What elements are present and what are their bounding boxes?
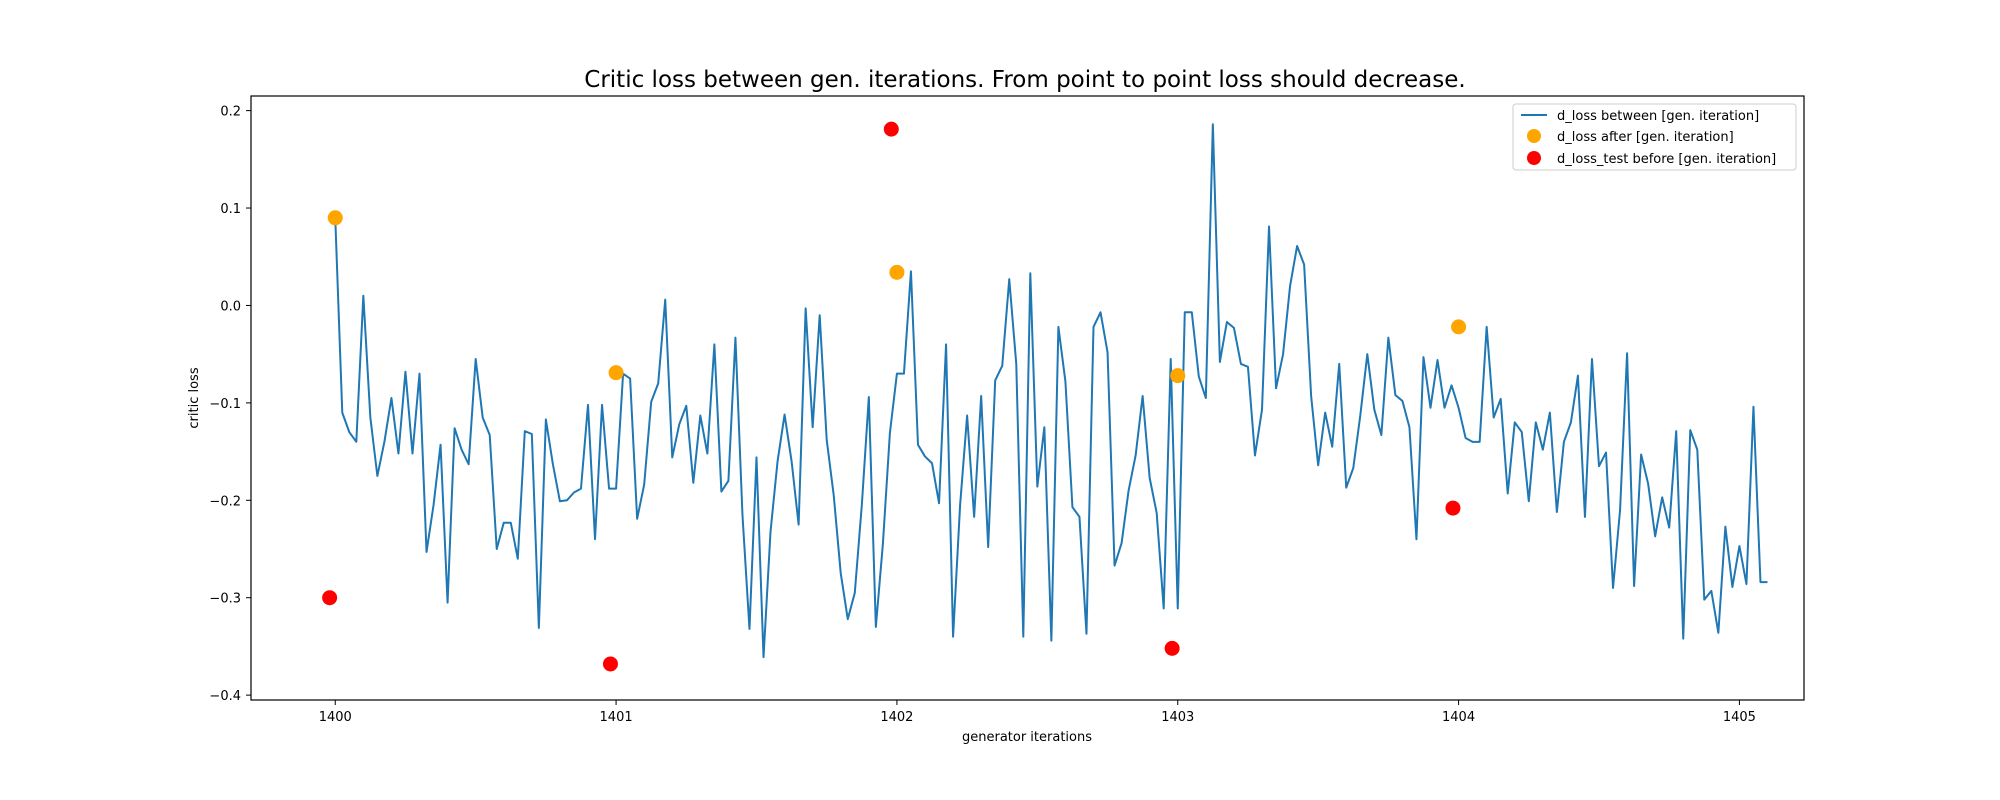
x-axis-label: generator iterations — [962, 730, 1092, 745]
scatter-point-d-loss-test-before — [602, 656, 618, 672]
x-tick-label: 1405 — [1723, 710, 1756, 725]
x-tick-label: 1404 — [1442, 710, 1475, 725]
plot-area — [322, 121, 1768, 672]
line-series-layer — [334, 123, 1768, 659]
axes-frame — [250, 95, 1805, 701]
scatter-point-d-loss-after — [608, 365, 624, 381]
y-tick-label: −0.2 — [209, 494, 241, 509]
y-tick-label: −0.4 — [209, 689, 241, 704]
y-tick-label: 0.1 — [220, 202, 241, 217]
scatter-point-d-loss-test-before — [883, 121, 899, 137]
scatter-point-d-loss-test-before — [322, 590, 338, 606]
scatter-series-layer — [322, 121, 1467, 672]
y-tick-label: −0.1 — [209, 397, 241, 412]
y-tick-label: −0.3 — [209, 592, 241, 607]
x-axis-ticks: 1400 1401 1402 1403 1404 1405 — [319, 700, 1756, 725]
y-axis-label: critic loss — [187, 367, 202, 428]
scatter-point-d-loss-after — [327, 210, 343, 226]
legend-label-before: d_loss_test before [gen. iteration] — [1557, 152, 1776, 167]
legend-swatch-after — [1527, 129, 1541, 143]
chart-title: Critic loss between gen. iterations. Fro… — [584, 67, 1465, 93]
x-tick-label: 1402 — [880, 710, 913, 725]
legend: d_loss between [gen. iteration] d_loss a… — [1512, 103, 1797, 171]
scatter-point-d-loss-test-before — [1164, 640, 1180, 656]
scatter-point-d-loss-test-before — [1445, 500, 1461, 516]
y-tick-label: 0.0 — [220, 299, 241, 314]
series-line-d-loss-between — [334, 123, 1768, 659]
legend-label-line: d_loss between [gen. iteration] — [1557, 109, 1759, 124]
scatter-point-d-loss-after — [889, 264, 905, 280]
y-tick-label: 0.2 — [220, 105, 241, 120]
x-tick-label: 1403 — [1161, 710, 1194, 725]
x-tick-label: 1400 — [319, 710, 352, 725]
legend-label-after: d_loss after [gen. iteration] — [1557, 130, 1734, 145]
scatter-point-d-loss-after — [1170, 368, 1186, 384]
y-axis-ticks: 0.2 0.1 0.0 −0.1 −0.2 −0.3 −0.4 — [209, 105, 251, 704]
scatter-point-d-loss-after — [1451, 319, 1467, 335]
legend-swatch-before — [1527, 151, 1541, 165]
x-tick-label: 1401 — [600, 710, 633, 725]
legend-box — [1512, 103, 1797, 171]
